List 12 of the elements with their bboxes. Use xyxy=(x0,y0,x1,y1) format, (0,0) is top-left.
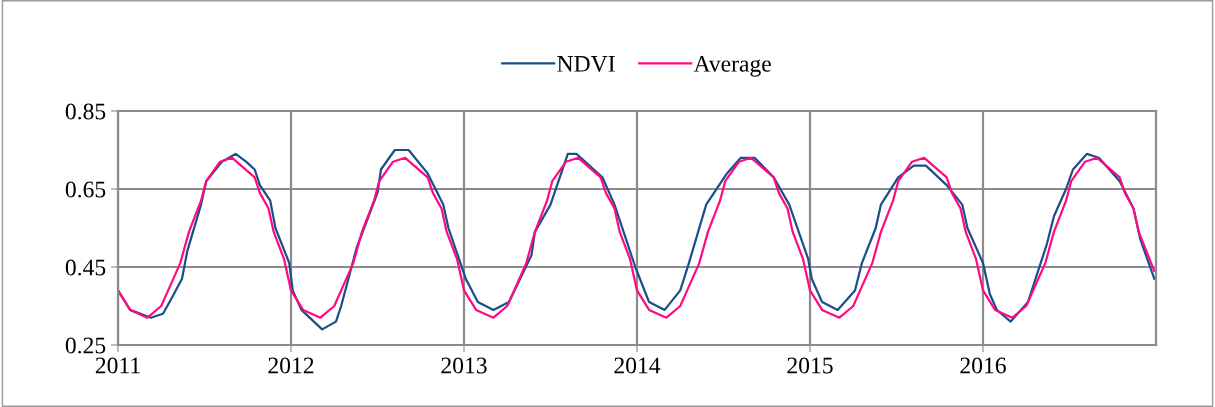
x-tick-label: 2015 xyxy=(787,357,833,374)
x-tick-label: 2016 xyxy=(960,357,1006,374)
y-tick-label: 0.45 xyxy=(65,259,106,276)
y-tick-label: 0.65 xyxy=(65,181,106,198)
legend-label: NDVI xyxy=(557,56,615,72)
x-tick-label: 2013 xyxy=(441,357,487,374)
x-tick-label: 2014 xyxy=(614,357,661,374)
legend-label: Average xyxy=(693,55,771,77)
x-tick-label: 2011 xyxy=(95,357,140,374)
y-tick-label: 0.85 xyxy=(65,103,106,120)
x-tick-label: 2012 xyxy=(268,357,314,374)
y-tick-label: 0.25 xyxy=(65,337,106,354)
